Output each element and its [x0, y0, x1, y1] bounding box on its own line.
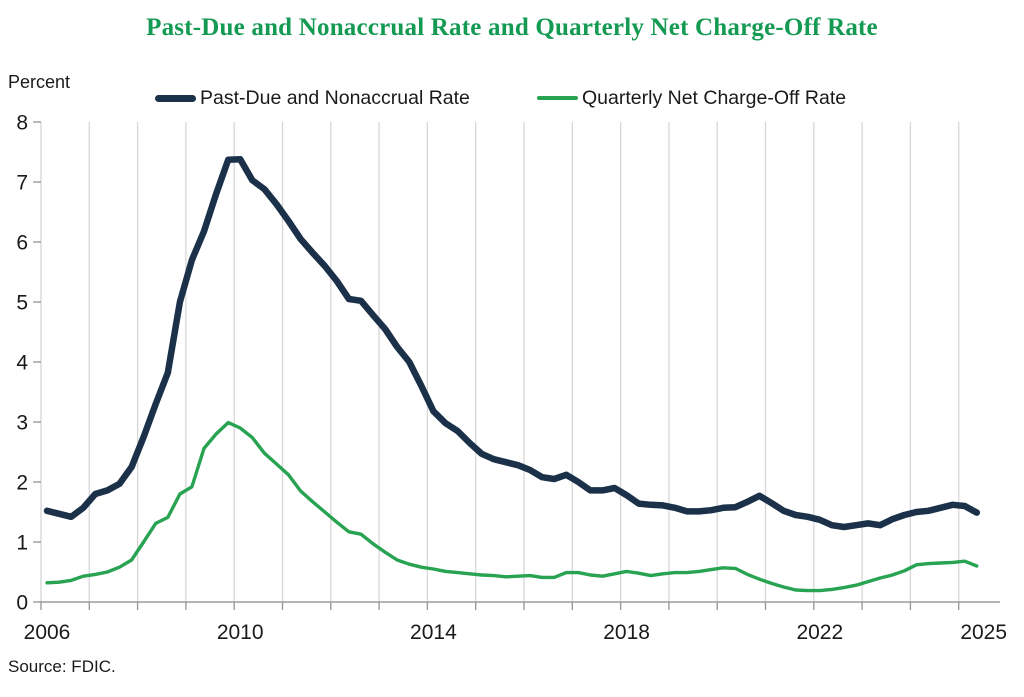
legend-label-past-due: Past-Due and Nonaccrual Rate: [200, 86, 470, 109]
x-tick-label: 2025: [960, 621, 1007, 644]
y-tick-label: 3: [16, 412, 28, 435]
y-tick-label: 1: [16, 532, 28, 555]
source-note: Source: FDIC.: [8, 657, 116, 676]
y-tick-label: 8: [16, 112, 28, 135]
legend-item-past-due: Past-Due and Nonaccrual Rate: [155, 87, 470, 109]
x-tick-label: 2022: [796, 621, 843, 644]
x-tick-label: 2010: [217, 621, 264, 644]
x-tick-label: 2014: [410, 621, 457, 644]
y-tick-label: 0: [16, 592, 28, 615]
y-tick-label: 7: [16, 172, 28, 195]
legend-label-charge-off: Quarterly Net Charge-Off Rate: [582, 86, 847, 109]
y-tick-label: 6: [16, 232, 28, 255]
y-axis-unit-label: Percent: [8, 72, 71, 92]
legend-item-charge-off: Quarterly Net Charge-Off Rate: [537, 87, 846, 109]
y-tick-label: 5: [16, 292, 28, 315]
legend-line-green-icon: [537, 96, 578, 100]
legend-line-navy-icon: [155, 94, 196, 102]
y-tick-label: 2: [16, 472, 28, 495]
series-line-past-due: [43, 155, 981, 531]
y-tick-label: 4: [16, 352, 28, 375]
series-line-charge-off: [45, 420, 979, 593]
x-tick-label: 2006: [24, 621, 71, 644]
chart-title: Past-Due and Nonaccrual Rate and Quarter…: [146, 14, 878, 41]
x-tick-label: 2018: [603, 621, 650, 644]
